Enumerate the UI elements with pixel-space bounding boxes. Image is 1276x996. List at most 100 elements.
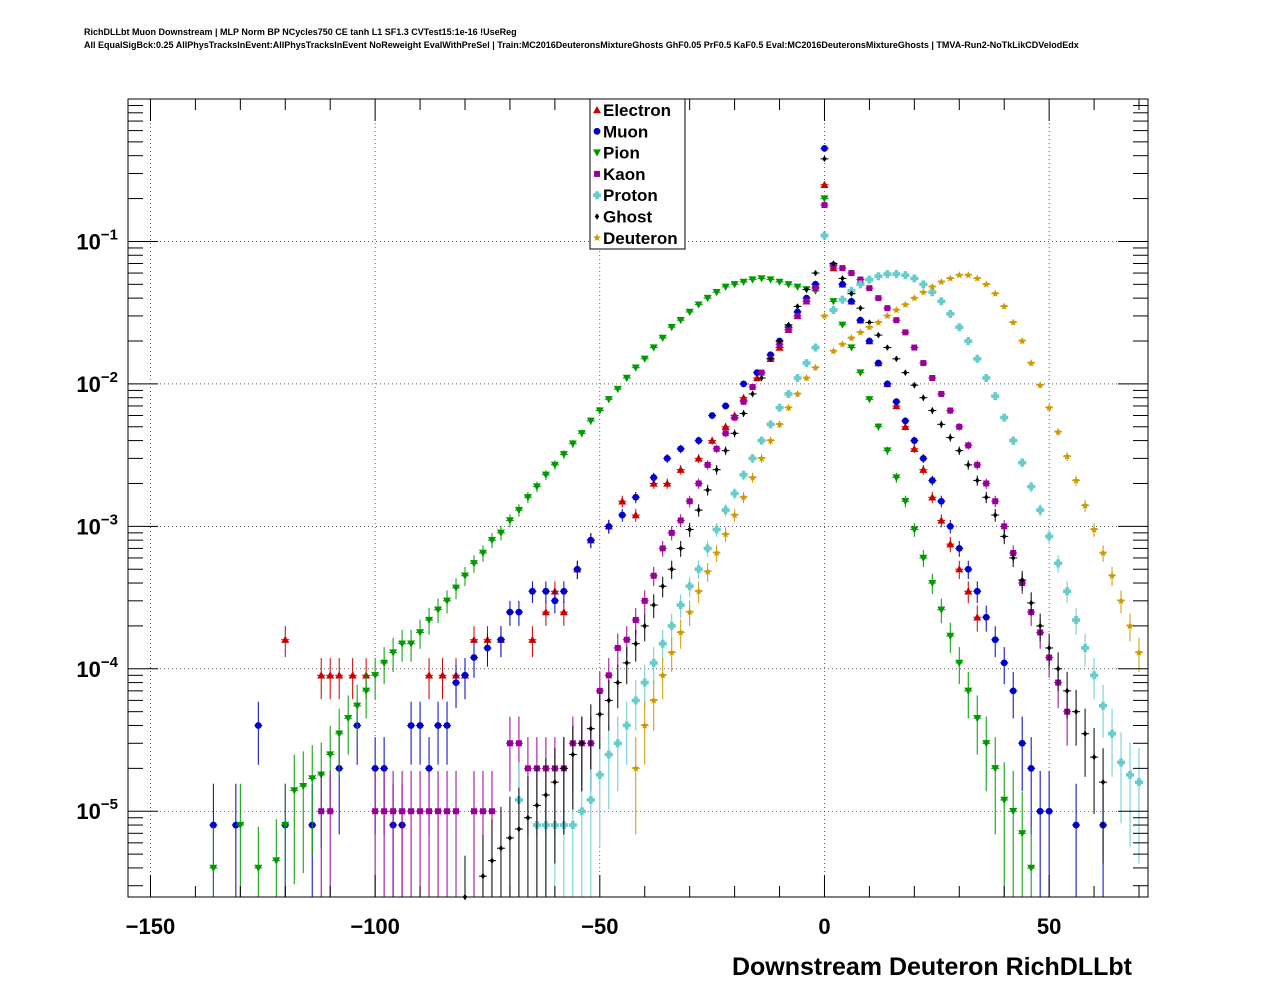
data-point	[1018, 739, 1026, 747]
data-point	[434, 606, 443, 614]
axes: −150 −100 −50 0 50 10−5 10−4 10−3 10−2 10−1	[76, 99, 1148, 939]
data-point	[974, 461, 981, 468]
legend-label: Deuteron	[603, 229, 678, 248]
data-point	[748, 473, 757, 481]
data-point	[453, 808, 460, 815]
legend-label: Electron	[603, 101, 671, 120]
data-point	[757, 436, 766, 445]
data-point	[676, 601, 685, 610]
data-point	[1045, 403, 1053, 411]
data-point	[937, 497, 945, 505]
data-point	[552, 778, 558, 786]
data-point	[1117, 758, 1126, 767]
data-point	[588, 725, 594, 732]
data-point	[794, 312, 801, 319]
data-point	[618, 497, 627, 505]
data-point	[435, 808, 442, 815]
data-point	[694, 454, 703, 462]
data-point	[838, 321, 847, 329]
data-point	[1000, 659, 1008, 667]
data-point	[1045, 807, 1053, 815]
data-point	[696, 506, 701, 514]
data-point	[884, 305, 891, 312]
data-point	[919, 554, 928, 562]
data-point	[919, 280, 928, 289]
data-point	[993, 511, 998, 519]
data-point	[829, 306, 838, 315]
data-point	[858, 304, 863, 312]
data-point	[1126, 770, 1135, 779]
data-point	[1090, 525, 1098, 533]
data-point	[712, 525, 721, 534]
legend-marker	[594, 170, 600, 177]
data-point	[380, 659, 389, 667]
data-point	[847, 344, 856, 352]
data-point	[840, 275, 845, 282]
data-point	[506, 608, 514, 616]
data-point	[597, 710, 603, 718]
data-point	[804, 286, 809, 293]
data-point	[723, 447, 728, 454]
data-point	[991, 636, 999, 644]
data-point	[1091, 753, 1097, 761]
data-point	[910, 294, 919, 302]
data-point	[946, 274, 955, 282]
data-point	[327, 808, 334, 815]
data-point	[964, 565, 972, 573]
data-point	[577, 430, 586, 438]
data-point	[1055, 665, 1061, 672]
data-point	[532, 483, 541, 491]
data-point	[542, 587, 550, 595]
data-point	[443, 722, 451, 729]
data-point	[1010, 554, 1016, 562]
data-point	[820, 180, 829, 188]
data-point	[663, 479, 672, 487]
data-point	[928, 288, 937, 297]
data-point	[631, 764, 640, 772]
data-point	[667, 324, 676, 332]
data-point	[1054, 559, 1063, 568]
data-point	[775, 420, 784, 428]
data-point	[730, 281, 739, 289]
data-point	[678, 545, 683, 552]
data-point	[525, 814, 531, 821]
data-point	[541, 471, 550, 479]
data-point	[946, 522, 954, 530]
data-point	[865, 275, 874, 284]
data-point	[480, 872, 486, 880]
data-point	[768, 355, 773, 363]
data-point	[1009, 436, 1018, 445]
data-point	[919, 454, 927, 462]
data-point	[901, 271, 910, 280]
data-point	[417, 808, 424, 815]
data-point	[1108, 571, 1116, 579]
data-point	[551, 597, 559, 605]
data-point	[632, 493, 640, 501]
data-point	[708, 412, 716, 419]
data-point	[955, 271, 964, 279]
data-point	[821, 202, 828, 209]
data-point	[847, 333, 856, 342]
data-point	[586, 417, 595, 425]
data-point	[903, 369, 908, 376]
data-point	[1027, 482, 1036, 491]
data-point	[658, 671, 667, 679]
data-point	[721, 422, 730, 430]
data-point	[1072, 476, 1080, 484]
data-point	[732, 430, 737, 437]
data-point	[813, 269, 818, 277]
data-point	[470, 808, 477, 815]
data-point	[560, 587, 568, 595]
data-point	[1027, 359, 1035, 367]
data-point	[507, 834, 513, 842]
data-point	[937, 297, 946, 306]
data-point	[640, 678, 649, 687]
data-point	[856, 369, 865, 377]
data-point	[1108, 729, 1117, 738]
data-point	[380, 764, 388, 772]
y-tick-label: 10−4	[76, 654, 118, 682]
data-point	[425, 764, 433, 772]
data-point	[353, 702, 362, 710]
data-point	[1036, 807, 1044, 815]
